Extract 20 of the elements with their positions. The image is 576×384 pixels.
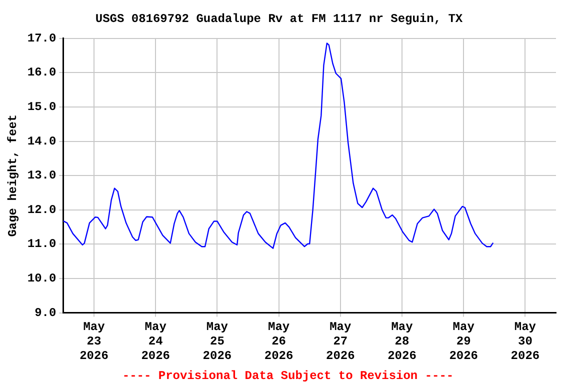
y-axis-title: Gage height, feet: [6, 114, 20, 237]
y-tick-label: 14.0: [27, 134, 56, 148]
y-tick-label: 9.0: [34, 306, 56, 320]
x-tick-label: May 28 2026: [388, 320, 416, 363]
x-tick-label: May 27 2026: [326, 320, 355, 363]
x-tick-label: May 29 2026: [449, 320, 478, 363]
y-tick-label: 16.0: [27, 66, 56, 80]
y-tick-label: 13.0: [27, 168, 56, 183]
x-tick-label: May 25 2026: [202, 320, 232, 363]
y-tick-label: 15.0: [27, 100, 56, 114]
x-tick-label: May 30 2026: [510, 320, 540, 363]
y-tick-label: 12.0: [27, 202, 56, 217]
x-tick-label: May 24 2026: [141, 320, 170, 363]
y-tick-label: 11.0: [27, 237, 56, 252]
y-tick-label: 17.0: [27, 31, 56, 46]
y-tick-label: 10.0: [27, 272, 56, 286]
text: ---- Provisional Data Subject to Revision ----: [122, 369, 454, 384]
x-tick-label: May 26 2026: [264, 320, 294, 363]
chart-title: USGS 08169792 Guadalupe Rv at FM 1117 nr Seguin, TX: [95, 12, 464, 26]
x-tick-label: May 23 2026: [80, 320, 108, 363]
